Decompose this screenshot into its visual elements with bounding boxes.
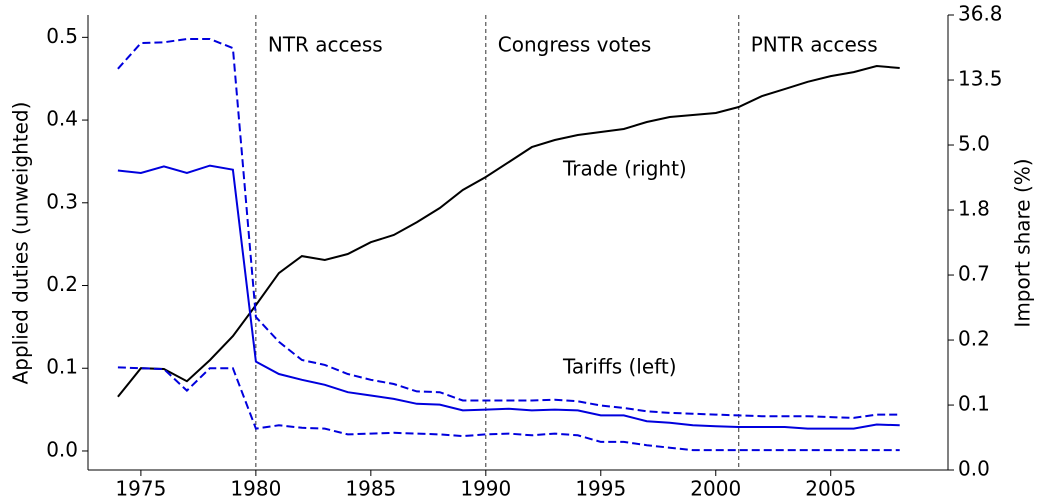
y2-tick-label: 5.0 — [958, 132, 990, 156]
x-tick-label: 1975 — [115, 477, 166, 501]
event-label: PNTR access — [751, 33, 878, 57]
data-line — [117, 164, 900, 430]
y2-tick-label: 0.2 — [958, 327, 990, 351]
y-tick-label: 0.0 — [46, 437, 78, 461]
x-tick-label: 1985 — [345, 477, 396, 501]
y2-tick-label: 1.8 — [958, 197, 990, 221]
data-line — [117, 366, 900, 452]
y-tick-label: 0.2 — [46, 272, 78, 296]
annotation: Trade (right) — [562, 157, 687, 181]
x-tick-label: 2000 — [690, 477, 741, 501]
y2-axis-label: Import share (%) — [1011, 158, 1035, 327]
y-axis-label: Applied duties (unweighted) — [9, 102, 33, 385]
x-tick-label: 1990 — [460, 477, 511, 501]
y-tick-label: 0.3 — [46, 189, 78, 213]
annotation: Tariffs (left) — [562, 355, 677, 379]
y2-tick-label: 0.7 — [958, 262, 990, 286]
event-label: NTR access — [268, 33, 383, 57]
x-tick-label: 2005 — [805, 477, 856, 501]
y-tick-label: 0.4 — [46, 107, 78, 131]
y2-tick-label: 0.1 — [958, 392, 990, 416]
y-tick-label: 0.5 — [46, 24, 78, 48]
event-label: Congress votes — [498, 33, 652, 57]
x-tick-label: 1995 — [575, 477, 626, 501]
data-line — [117, 38, 900, 419]
data-line — [117, 64, 900, 398]
y2-tick-label: 0.0 — [958, 457, 990, 481]
x-tick-label: 1980 — [230, 477, 281, 501]
y2-tick-label: 36.8 — [958, 2, 1003, 26]
y-tick-label: 0.1 — [46, 355, 78, 379]
y2-tick-label: 13.5 — [958, 67, 1003, 91]
